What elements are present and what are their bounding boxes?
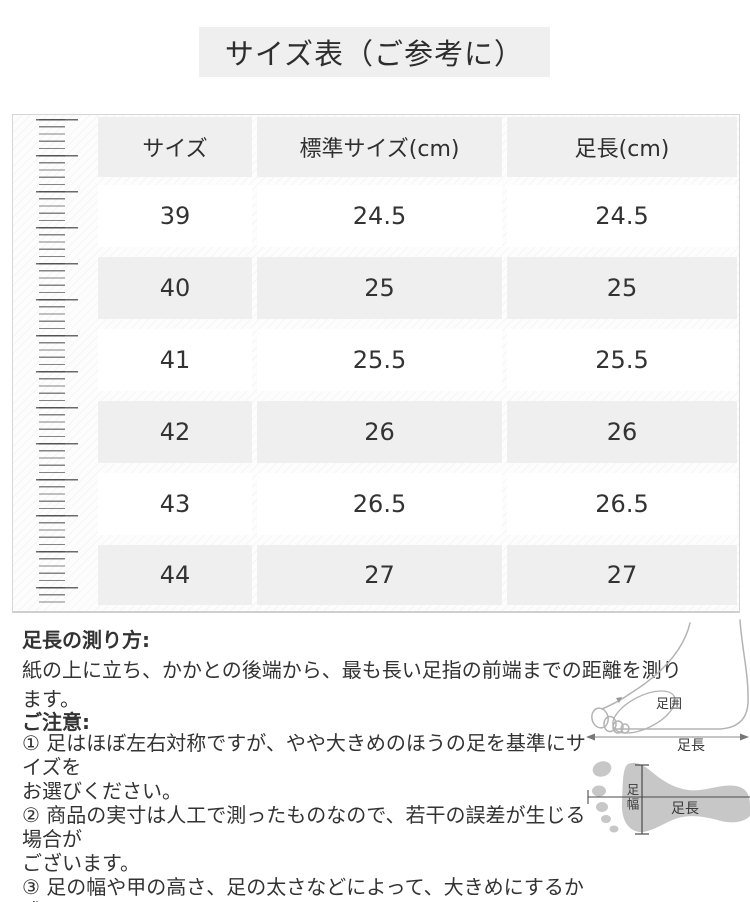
- table-cell: 43: [98, 473, 252, 535]
- table-cell: 27: [257, 545, 502, 605]
- footprint-width-label: 足幅: [624, 783, 640, 812]
- table-cell: 26: [257, 401, 502, 463]
- notes-list: ① 足はほぼ左右対称ですが、やや大きめのほうの足を基準にサイズを お選びください…: [22, 731, 597, 902]
- table-header-size: サイズ: [98, 117, 252, 177]
- table-cell: 24.5: [257, 185, 502, 247]
- table-header-foot-length: 足長(cm): [507, 117, 737, 177]
- note-item-3: ③ 足の幅や甲の高さ、足の太さなどによって、大きめにするか或いは 小さめにするか…: [22, 875, 584, 902]
- table-cell: 26.5: [257, 473, 502, 535]
- table-cell: 24.5: [507, 185, 737, 247]
- footprint-drawing: [587, 761, 750, 835]
- table-cell: 25: [507, 257, 737, 319]
- table-cell: 25.5: [257, 329, 502, 391]
- side-foot-drawing: [586, 619, 749, 741]
- side-foot-girth-label: 足囲: [656, 697, 683, 712]
- footprint-illustration: 足幅 足長: [583, 755, 750, 847]
- note-item-1: ① 足はほぼ左右対称ですが、やや大きめのほうの足を基準にサイズを お選びください…: [22, 731, 586, 803]
- table-cell: 27: [507, 545, 737, 605]
- ruler-ticks-long: [36, 119, 78, 607]
- side-foot-length-label: 足長: [677, 738, 705, 754]
- measuring-body: 紙の上に立ち、かかとの後端から、最も長い足指の前端までの距離を測ります。: [22, 658, 682, 711]
- note-item-2: ② 商品の実寸は人工で測ったものなので、若干の誤差が生じる場合が ございます。: [22, 803, 586, 875]
- page-title: サイズ表（ご参考に）: [199, 27, 550, 77]
- table-cell: 25: [257, 257, 502, 319]
- footprint-length-label: 足長: [671, 801, 699, 817]
- table-cell: 44: [98, 545, 252, 605]
- table-cell: 39: [98, 185, 252, 247]
- table-header-standard-size: 標準サイズ(cm): [257, 117, 502, 177]
- table-cell: 40: [98, 257, 252, 319]
- measuring-heading: 足長の測り方:: [22, 628, 150, 652]
- table-cell: 42: [98, 401, 252, 463]
- notes-heading: ご注意:: [22, 710, 90, 734]
- side-foot-illustration: 足囲 足長: [583, 615, 750, 760]
- table-cell: 41: [98, 329, 252, 391]
- table-cell: 26: [507, 401, 737, 463]
- table-cell: 25.5: [507, 329, 737, 391]
- table-cell: 26.5: [507, 473, 737, 535]
